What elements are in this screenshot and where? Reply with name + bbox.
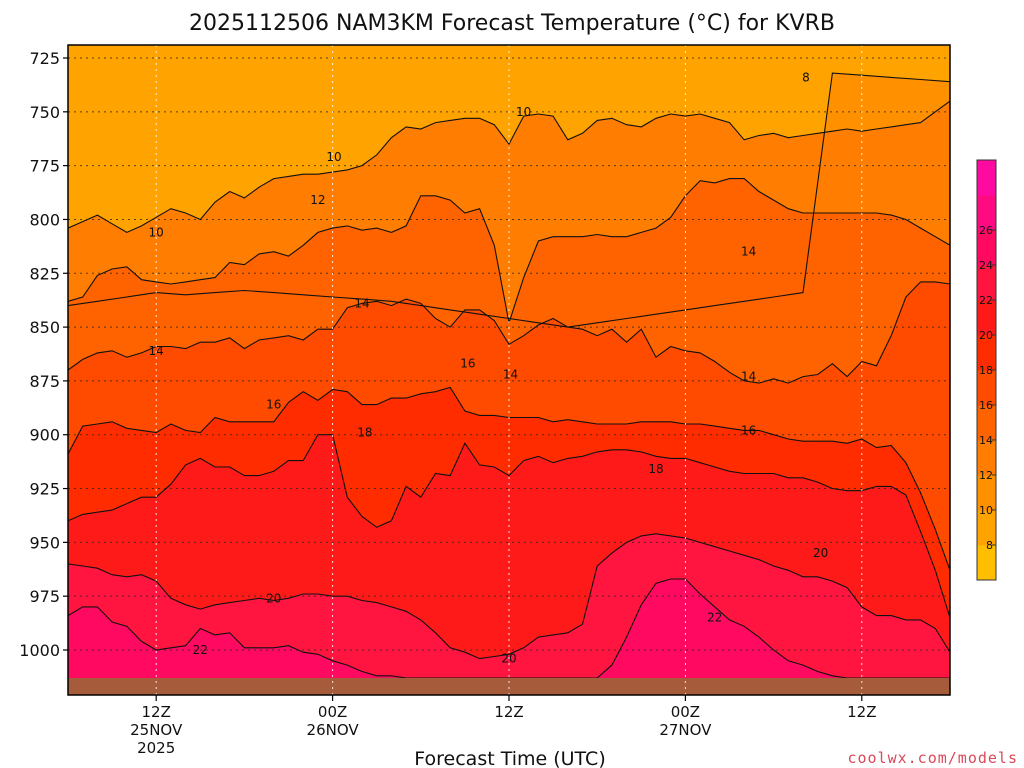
y-tick-label-900: 900 xyxy=(29,426,60,445)
colorbar-band-16 xyxy=(977,370,996,406)
fill-band-22 xyxy=(68,579,950,695)
y-axis-ticks: 725 750 775 800 825 850 875 900 925 950 975 1000 xyxy=(19,49,68,660)
contour-line-20 xyxy=(68,533,950,660)
colorbar-band-14 xyxy=(977,405,996,441)
y-tick-label-875: 875 xyxy=(29,372,60,391)
contour-line-8 xyxy=(68,72,950,328)
contour-label-16-10: 16 xyxy=(460,357,475,371)
contour-label-16-12: 16 xyxy=(741,423,756,437)
x-tick-label-h6-1: 25NOV xyxy=(130,721,183,739)
contour-label-14-8: 14 xyxy=(503,367,518,381)
colorbar-label-12: 12 xyxy=(979,469,993,482)
contour-label-14-5: 14 xyxy=(354,296,369,310)
colorbar-label-16: 16 xyxy=(979,399,993,412)
contour-label-10-2: 10 xyxy=(326,150,341,164)
y-tick-label-775: 775 xyxy=(29,157,60,176)
colorbar-band-12 xyxy=(977,440,996,476)
credit-text[interactable]: coolwx.com/models xyxy=(847,749,1018,767)
x-tick-label-h42-1: 27NOV xyxy=(659,721,712,739)
contour-label-20-17: 20 xyxy=(501,652,516,666)
contour-label-12-4: 12 xyxy=(310,193,325,207)
x-tick-label-h18-1: 26NOV xyxy=(307,721,360,739)
colorbar-label-24: 24 xyxy=(979,259,993,272)
contour-label-14-7: 14 xyxy=(149,344,164,358)
y-tick-label-850: 850 xyxy=(29,318,60,337)
contour-label-14-9: 14 xyxy=(741,370,756,384)
contour-label-20-15: 20 xyxy=(813,546,828,560)
grid-lines xyxy=(68,45,950,695)
contour-label-8-0: 8 xyxy=(802,70,810,84)
contour-line-10 xyxy=(68,100,950,234)
x-axis-label: Forecast Time (UTC) xyxy=(414,748,605,768)
y-tick-label-975: 975 xyxy=(29,587,60,606)
colorbar-label-18: 18 xyxy=(979,364,993,377)
colorbar-label-8: 8 xyxy=(986,539,993,552)
colorbar-band-6 xyxy=(977,545,996,581)
colorbar-band-22 xyxy=(977,265,996,301)
contour-labels: 8 10 10 10 12 14 14 14 14 14 16 16 16 18 18 20 20 20 22 22 xyxy=(149,70,829,665)
contour-label-20-16: 20 xyxy=(266,591,281,605)
colorbar-band-10 xyxy=(977,475,996,511)
x-tick-label-h42-0: 00Z xyxy=(671,703,700,721)
colorbar-label-26: 26 xyxy=(979,224,993,237)
colorbar-label-22: 22 xyxy=(979,294,993,307)
colorbar-band-26 xyxy=(977,195,996,231)
contour-label-18-13: 18 xyxy=(357,426,372,440)
contour-label-22-18: 22 xyxy=(707,611,722,625)
y-tick-label-1000: 1000 xyxy=(19,641,60,660)
contour-line-18 xyxy=(68,434,950,618)
colorbar: 8 10 12 14 16 18 20 22 24 26 xyxy=(976,159,997,581)
colorbar-band-18 xyxy=(977,335,996,371)
temperature-fill-layer xyxy=(68,45,950,695)
contour-label-10-1: 10 xyxy=(516,105,531,119)
y-tick-label-950: 950 xyxy=(29,533,60,552)
colorbar-band-28 xyxy=(977,160,996,196)
x-tick-label-h54-0: 12Z xyxy=(847,703,876,721)
colorbar-label-14: 14 xyxy=(979,434,993,447)
contour-label-14-6: 14 xyxy=(741,245,756,259)
chart-title: 2025112506 NAM3KM Forecast Temperature (… xyxy=(189,11,835,36)
colorbar-label-20: 20 xyxy=(979,329,993,342)
colorbar-band-20 xyxy=(977,300,996,336)
contour-label-18-14: 18 xyxy=(648,462,663,476)
colorbar-label-10: 10 xyxy=(979,504,993,517)
contour-line-14 xyxy=(68,281,950,384)
x-tick-label-h6-0: 12Z xyxy=(142,703,171,721)
contour-label-10-3: 10 xyxy=(149,225,164,239)
y-tick-label-800: 800 xyxy=(29,210,60,229)
x-tick-label-h6-2: 2025 xyxy=(137,739,175,757)
contour-label-22-19: 22 xyxy=(193,643,208,657)
ground-surface xyxy=(68,677,950,695)
x-tick-label-h30-0: 12Z xyxy=(494,703,523,721)
y-tick-label-725: 725 xyxy=(29,49,60,68)
x-tick-label-h18-0: 00Z xyxy=(318,703,347,721)
contour-label-16-11: 16 xyxy=(266,398,281,412)
colorbar-band-24 xyxy=(977,230,996,266)
y-tick-label-925: 925 xyxy=(29,480,60,499)
colorbar-band-8 xyxy=(977,510,996,546)
y-tick-label-825: 825 xyxy=(29,264,60,283)
y-tick-label-750: 750 xyxy=(29,103,60,122)
